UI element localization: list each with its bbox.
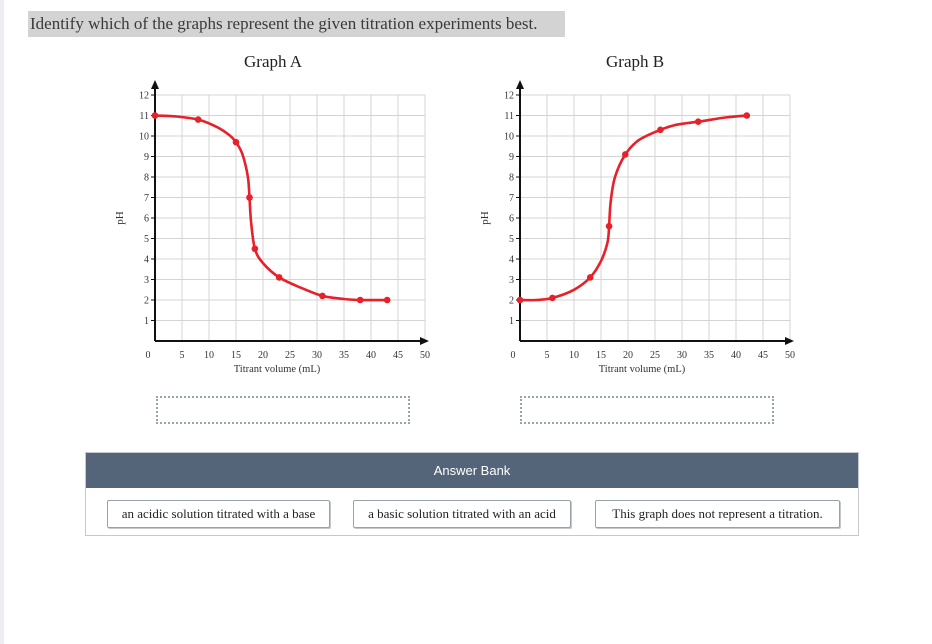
data-point <box>549 294 556 302</box>
x-axis-arrow <box>785 337 794 345</box>
graph-b-drop-zone[interactable] <box>520 396 774 424</box>
y-axis-arrow <box>516 80 524 89</box>
data-point <box>251 245 259 253</box>
data-point <box>516 296 524 304</box>
y-axis-arrow <box>151 80 159 89</box>
y-tick-label: 6 <box>144 214 149 225</box>
data-point <box>275 274 283 281</box>
y-axis-title: pH <box>479 211 491 225</box>
y-tick-label: 5 <box>509 234 514 245</box>
data-point <box>319 292 326 300</box>
y-tick-label: 11 <box>139 111 149 122</box>
x-tick-label: 20 <box>623 350 633 361</box>
y-tick-label: 2 <box>144 296 149 307</box>
answer-chip-acidic-solution[interactable]: an acidic solution titrated with a base <box>107 500 330 528</box>
x-tick-label: 45 <box>758 350 768 361</box>
y-tick-label: 1 <box>509 316 514 327</box>
y-tick-label: 8 <box>509 173 514 184</box>
x-tick-label: 30 <box>312 350 322 361</box>
data-point <box>246 194 253 201</box>
answer-bank-header: Answer Bank <box>86 453 858 488</box>
y-tick-label: 12 <box>504 91 514 102</box>
x-tick-label: 50 <box>420 350 430 361</box>
x-tick-label: 45 <box>393 350 403 361</box>
data-point <box>657 126 664 134</box>
titration-curve <box>153 114 389 302</box>
y-tick-label: 1 <box>144 316 149 327</box>
answer-chip-not-titration[interactable]: This graph does not represent a titratio… <box>595 500 840 528</box>
x-axis-title: Titrant volume (mL) <box>599 364 686 375</box>
x-tick-label: 25 <box>285 350 295 361</box>
x-tick-label: 10 <box>569 350 579 361</box>
x-tick-label: 20 <box>258 350 268 361</box>
data-point <box>151 112 159 119</box>
y-tick-label: 4 <box>509 255 514 266</box>
data-point <box>605 222 613 230</box>
y-tick-label: 7 <box>509 193 514 204</box>
question-prompt: Identify which of the graphs represent t… <box>28 11 565 37</box>
x-tick-label: 5 <box>545 350 550 361</box>
x-axis-title: Titrant volume (mL) <box>234 364 321 375</box>
y-tick-label: 10 <box>139 132 149 143</box>
x-tick-label: 25 <box>650 350 660 361</box>
graph-b-title: Graph B <box>606 52 665 71</box>
left-edge-rule <box>0 0 4 644</box>
x-tick-label: 40 <box>366 350 376 361</box>
answer-chip-basic-solution[interactable]: a basic solution titrated with an acid <box>353 500 571 528</box>
x-tick-label: 30 <box>677 350 687 361</box>
y-tick-label: 3 <box>144 275 149 286</box>
x-tick-label: 5 <box>180 350 185 361</box>
x-axis-arrow <box>420 337 429 345</box>
data-point <box>356 296 364 304</box>
y-tick-label: 6 <box>509 214 514 225</box>
y-axis-title: pH <box>114 211 126 225</box>
y-tick-label: 3 <box>509 275 514 286</box>
graph-a-drop-zone[interactable] <box>156 396 410 424</box>
data-point <box>194 116 202 123</box>
y-tick-label: 4 <box>144 255 149 266</box>
y-tick-label: 9 <box>509 152 514 163</box>
x-tick-label: 40 <box>731 350 741 361</box>
data-point <box>232 138 240 146</box>
data-point <box>694 118 702 125</box>
graph-a-title: Graph A <box>244 52 303 71</box>
x-tick-label: 15 <box>596 350 606 361</box>
titration-curve <box>518 114 749 302</box>
y-tick-label: 8 <box>144 173 149 184</box>
data-point <box>383 296 391 304</box>
y-tick-label: 2 <box>509 296 514 307</box>
x-tick-label: 35 <box>339 350 349 361</box>
x-tick-label: 10 <box>204 350 214 361</box>
data-point <box>586 274 594 281</box>
data-point <box>743 112 751 119</box>
y-tick-label: 9 <box>144 152 149 163</box>
y-tick-label: 5 <box>144 234 149 245</box>
data-point <box>622 151 629 158</box>
x-tick-label: 15 <box>231 350 241 361</box>
x-tick-label: 35 <box>704 350 714 361</box>
x-tick-label: 50 <box>785 350 795 361</box>
y-tick-label: 10 <box>504 132 514 143</box>
y-tick-label: 12 <box>139 91 149 102</box>
y-tick-label: 11 <box>504 111 514 122</box>
x-tick-label: 0 <box>146 350 151 361</box>
x-tick-label: 0 <box>511 350 516 361</box>
y-tick-label: 7 <box>144 193 149 204</box>
answer-bank: Answer Bank an acidic solution titrated … <box>85 452 859 536</box>
